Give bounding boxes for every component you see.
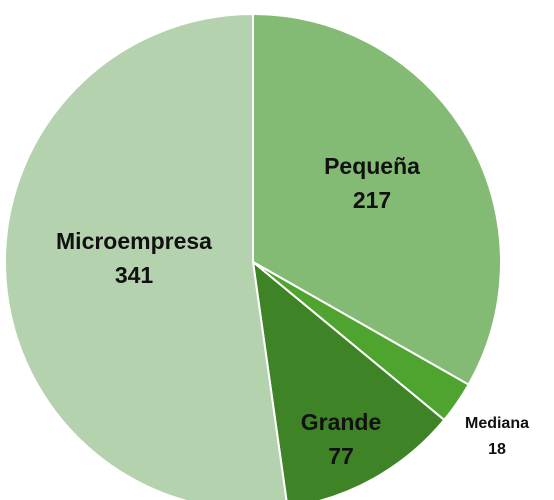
slice-value: 77 — [328, 443, 354, 469]
pie-slice — [4, 12, 288, 500]
slice-label: Grande — [301, 409, 382, 435]
slice-label: Pequeña — [324, 153, 420, 179]
slice-value: 341 — [115, 262, 154, 288]
slice-value: 217 — [353, 187, 391, 213]
slice-label: Microempresa — [56, 228, 212, 254]
slice-label: Mediana — [465, 415, 529, 432]
pie-slice — [251, 259, 446, 500]
pie-slice — [252, 12, 502, 386]
slice-value: 18 — [488, 441, 506, 458]
